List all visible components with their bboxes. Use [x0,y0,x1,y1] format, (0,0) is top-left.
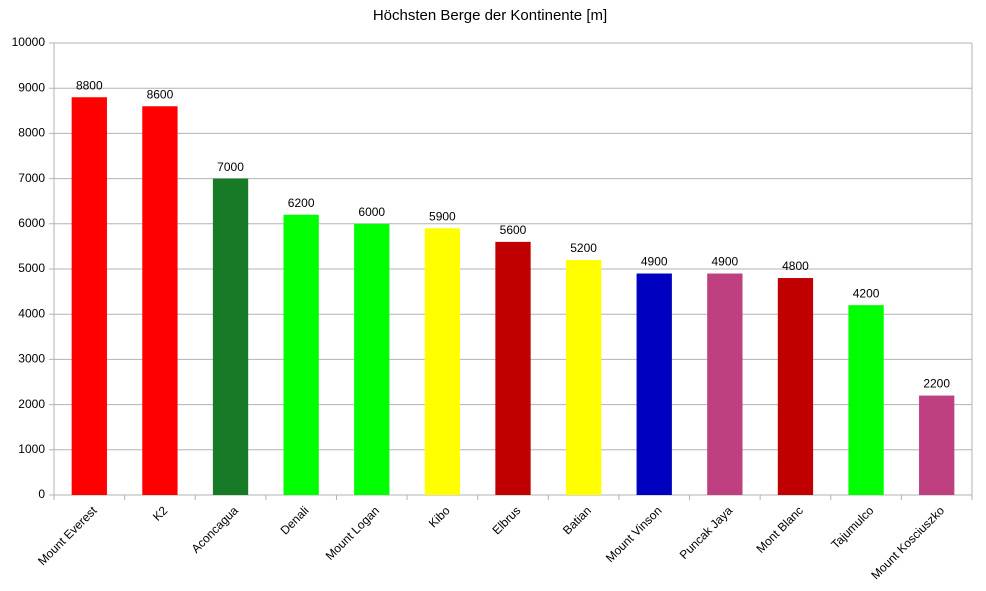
value-label: 5600 [500,223,527,237]
value-label: 4900 [641,255,668,269]
value-label: 8800 [76,78,103,92]
x-tick-label: Mount Vinson [603,503,665,565]
bar [777,278,814,495]
x-tick-label: Mount Everest [35,503,100,568]
y-tick-label: 9000 [18,80,45,94]
x-tick-label: Mount Logan [323,503,382,562]
value-label: 5200 [570,241,597,255]
bar [495,241,531,495]
x-tick-label: Puncak Jaya [677,503,736,562]
value-label: 7000 [217,160,244,174]
x-tick-label: Mont Blanc [753,503,805,555]
bar [424,228,461,495]
value-label: 2200 [923,377,950,391]
x-tick-label: Elbrus [489,503,523,537]
y-tick-label: 4000 [18,306,45,320]
bar [71,97,107,496]
y-tick-label: 1000 [18,442,45,456]
x-tick-label: Kibo [426,503,453,530]
y-tick-label: 10000 [12,35,46,49]
x-tick-label: K2 [150,503,171,524]
bar [636,273,672,495]
y-tick-label: 0 [38,487,45,501]
bar [707,273,743,495]
x-tick-label: Mount Kosciuszko [868,503,947,582]
value-label: 4900 [711,255,738,269]
x-tick-label: Batian [560,503,594,537]
value-label: 8600 [147,87,174,101]
value-label: 4800 [782,259,809,273]
x-tick-label: Tajumulco [828,503,876,551]
bar [848,305,884,495]
y-tick-label: 7000 [18,171,45,185]
bar [283,214,319,495]
x-tick-label: Denali [278,503,312,537]
bar [565,259,602,495]
y-tick-label: 5000 [18,261,45,275]
value-label: 5900 [429,209,456,223]
value-label: 4200 [853,286,880,300]
y-tick-label: 2000 [18,397,45,411]
bar [212,178,249,495]
bar [919,395,955,495]
bar [142,106,178,495]
value-label: 6200 [288,196,315,210]
chart-title: Höchsten Berge der Kontinente [m] [373,7,607,24]
y-tick-label: 8000 [18,126,45,140]
y-tick-label: 3000 [18,352,45,366]
value-label: 6000 [358,205,385,219]
y-tick-label: 6000 [18,216,45,230]
x-tick-label: Aconcagua [189,503,242,556]
bar [354,223,390,496]
